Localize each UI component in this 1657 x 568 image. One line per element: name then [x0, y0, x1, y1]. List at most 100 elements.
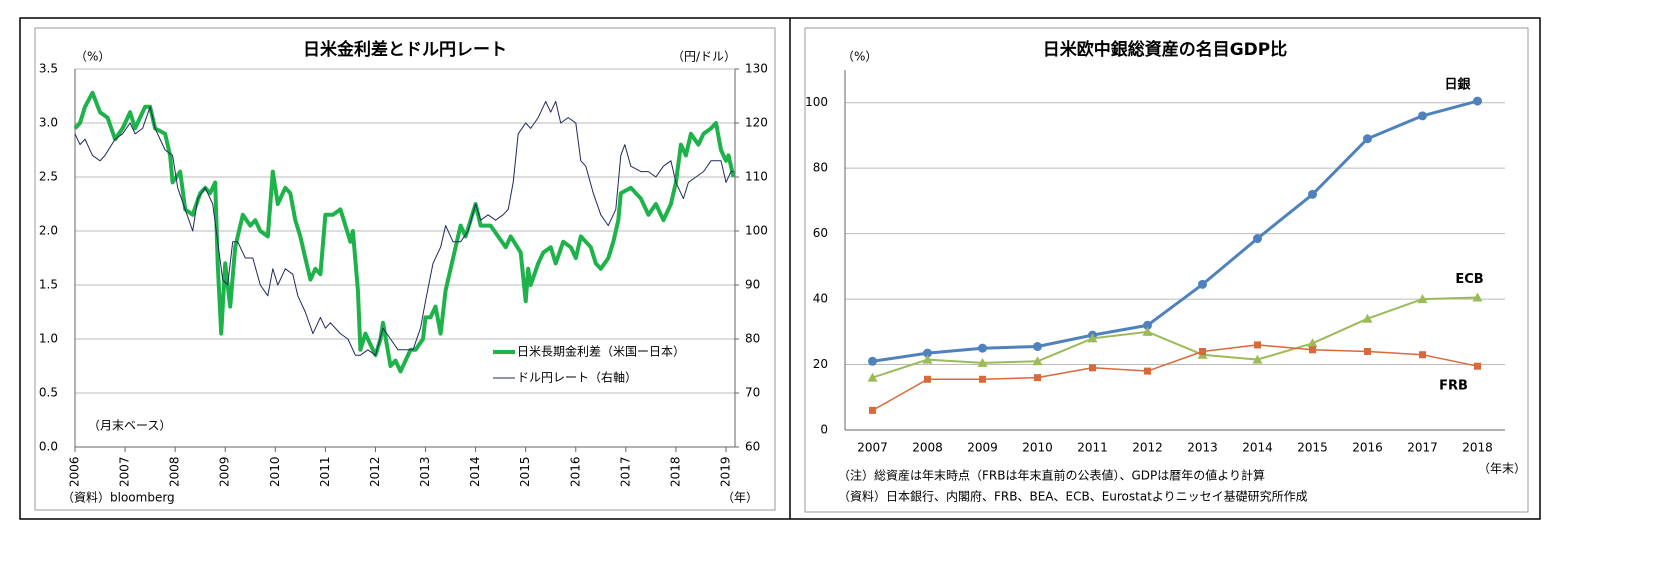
x-tick-label: 2008: [168, 456, 182, 487]
y-tick-label: 3.0: [39, 116, 58, 130]
series-label: ECB: [1455, 272, 1483, 287]
x-tick-label: 2013: [418, 456, 432, 487]
marker: [1364, 347, 1371, 355]
marker: [1418, 111, 1427, 121]
y-tick-label: 0: [820, 423, 828, 437]
chart-frame: [804, 27, 1529, 513]
y-axis-label: （%）: [842, 50, 877, 64]
x-tick-label: 2013: [1187, 441, 1218, 455]
x-tick-label: 2017: [618, 456, 632, 487]
y2-axis-label: （円/ドル）: [672, 50, 736, 64]
marker: [1089, 364, 1096, 372]
series-label: 日銀: [1444, 77, 1470, 93]
y-tick-label: 2.0: [39, 224, 58, 238]
series-line: [74, 100, 734, 356]
legend-label: ドル円レート（右軸）: [517, 370, 637, 385]
marker: [1034, 374, 1041, 382]
y-tick-label: 3.5: [39, 62, 58, 76]
marker: [1144, 367, 1151, 375]
marker: [1307, 338, 1318, 348]
x-tick-label: 2012: [368, 456, 382, 487]
x-tick-label: 2006: [68, 456, 82, 487]
y-axis-label: （%）: [75, 50, 110, 64]
y-tick-label: 80: [813, 161, 828, 175]
marker: [1087, 333, 1098, 343]
marker: [978, 343, 987, 353]
y2-tick-label: 120: [745, 116, 768, 130]
marker: [1309, 346, 1316, 354]
marker: [1252, 354, 1263, 364]
y2-tick-label: 70: [745, 386, 760, 400]
marker: [1142, 326, 1153, 336]
marker: [867, 372, 878, 382]
y-tick-label: 0.0: [39, 440, 58, 454]
x-tick-label: 2016: [1352, 441, 1383, 455]
y-tick-label: 1.5: [39, 278, 58, 292]
marker: [1033, 342, 1042, 352]
y-tick-label: 20: [813, 357, 828, 371]
x-tick-label: 2014: [468, 456, 482, 487]
y-tick-label: 0.5: [39, 386, 58, 400]
y-tick-label: 40: [813, 292, 828, 306]
marker: [1473, 96, 1482, 106]
x-tick-label: 2009: [218, 456, 232, 487]
x-tick-label: 2011: [318, 456, 332, 487]
marker: [1032, 356, 1043, 366]
series-label: FRB: [1439, 379, 1468, 394]
y-tick-label: 2.5: [39, 170, 58, 184]
x-tick-label: 2011: [1077, 441, 1108, 455]
marker: [1419, 351, 1426, 359]
marker: [1472, 292, 1483, 302]
x-tick-label: 2014: [1242, 441, 1273, 455]
y-tick-label: 100: [805, 95, 828, 109]
marker: [868, 356, 877, 366]
marker: [1198, 279, 1207, 289]
x-tick-label: 2008: [912, 441, 943, 455]
series-line: [872, 99, 1478, 363]
x-tick-label: 2009: [967, 441, 998, 455]
y2-tick-label: 60: [745, 440, 760, 454]
annotation: （注）総資産は年末時点（FRBは年末直前の公表値）、GDPは暦年の値より計算: [838, 468, 1265, 483]
x-tick-label: 2010: [1022, 441, 1053, 455]
x-tick-label: 2016: [568, 456, 582, 487]
marker: [1363, 134, 1372, 144]
x-axis-label: （年末）: [1478, 462, 1526, 476]
chart-frame: [34, 27, 776, 511]
annotation: （資料）bloomberg: [62, 491, 175, 505]
x-tick-label: 2007: [857, 441, 888, 455]
x-tick-label: 2018: [1462, 441, 1493, 455]
marker: [977, 357, 988, 367]
marker: [1199, 347, 1206, 355]
x-tick-label: 2012: [1132, 441, 1163, 455]
marker: [1143, 320, 1152, 330]
x-tick-label: 2015: [518, 456, 532, 487]
x-tick-label: 2007: [118, 456, 132, 487]
x-tick-label: 2015: [1297, 441, 1328, 455]
marker: [922, 354, 933, 364]
legend-label: 日米長期金利差（米国ー日本）: [517, 344, 685, 359]
marker: [923, 348, 932, 358]
y2-tick-label: 80: [745, 332, 760, 346]
series-line: [872, 296, 1478, 379]
annotation: （資料）日本銀行、内閣府、FRB、BEA、ECB、Eurostatよりニッセイ基…: [838, 489, 1308, 504]
y2-tick-label: 130: [745, 62, 768, 76]
y2-tick-label: 90: [745, 278, 760, 292]
marker: [1254, 341, 1261, 349]
series-line: [73, 90, 736, 374]
marker: [1308, 189, 1317, 199]
marker: [1362, 313, 1373, 323]
marker: [979, 375, 986, 383]
y-tick-label: 60: [813, 226, 828, 240]
x-tick-label: 2010: [268, 456, 282, 487]
outer-frame: [19, 17, 1541, 520]
x-tick-label: 2018: [668, 456, 682, 487]
annotation: （月末ベース）: [88, 419, 171, 433]
y2-tick-label: 110: [745, 170, 768, 184]
marker: [924, 375, 931, 383]
marker: [1417, 294, 1428, 304]
chart-title: 日米欧中銀総資産の名目GDP比: [1043, 39, 1288, 60]
x-axis-label: （年）: [722, 491, 758, 505]
marker: [1474, 362, 1481, 370]
marker: [869, 406, 876, 414]
